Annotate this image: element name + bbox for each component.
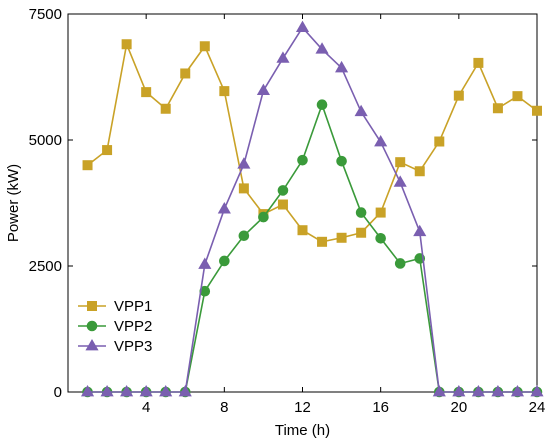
x-axis-title: Time (h) [275,422,330,439]
x-tick-label: 24 [529,399,546,416]
data-point-vpp1 [82,160,93,171]
series-vpp3 [80,20,544,397]
data-point-vpp1 [375,207,386,218]
data-point-vpp3 [335,60,349,73]
data-point-vpp1 [277,199,288,210]
legend-item-vpp2: VPP2 [78,318,152,335]
data-point-vpp1 [532,105,542,116]
series-line-vpp1 [87,41,538,243]
data-point-vpp1 [512,91,523,102]
legend-marker [85,338,99,351]
data-point-vpp3 [120,384,134,397]
data-point-vpp3 [80,384,95,397]
data-point-vpp1 [297,225,308,236]
series-vpp1 [82,39,542,247]
data-point-vpp1 [492,103,503,114]
data-point-vpp3 [256,83,270,96]
data-point-vpp1 [317,236,328,247]
data-point-vpp1 [336,232,347,243]
series-line-vpp3 [87,26,537,393]
data-point-vpp3 [139,384,153,397]
data-point-vpp1 [395,157,406,168]
y-axis-title: Power (kW) [5,164,22,242]
data-point-vpp1 [199,41,210,52]
data-point-vpp2 [238,230,250,242]
y-tick-label: 0 [54,384,62,401]
y-tick-label: 2500 [29,258,62,275]
data-point-vpp3 [295,20,310,33]
data-point-vpp3 [491,384,505,397]
data-point-vpp3 [452,384,466,397]
data-point-vpp3 [393,175,407,187]
data-point-vpp1 [180,68,191,79]
data-point-vpp1 [356,227,367,238]
data-point-vpp3 [374,135,388,147]
data-point-vpp2 [277,185,289,196]
legend-marker [86,320,98,332]
data-point-vpp2 [375,232,386,244]
data-point-vpp3 [354,104,368,117]
data-point-vpp2 [336,155,347,167]
data-point-vpp3 [178,384,192,397]
axis-ticks: 4 8 12 16 20 24 0 2500 5000 7500 [29,6,546,416]
series-line-vpp2 [87,102,537,393]
legend-label: VPP3 [114,338,152,355]
data-point-vpp3 [471,384,485,397]
data-point-vpp3 [432,384,446,397]
x-tick-label: 12 [294,399,311,416]
legend-label: VPP1 [114,298,152,315]
y-tick-label: 7500 [29,6,62,23]
legend: VPP1 VPP2 VPP3 [78,298,152,355]
x-tick-label: 4 [142,399,150,416]
data-point-vpp1 [121,39,132,50]
data-point-vpp2 [258,211,269,223]
data-point-vpp3 [159,384,173,397]
series-layer [80,20,544,398]
data-point-vpp1 [219,86,230,97]
data-point-vpp3 [276,51,290,63]
data-point-vpp2 [219,255,230,267]
data-point-vpp3 [510,384,525,397]
data-point-vpp3 [315,42,329,54]
data-point-vpp1 [434,136,445,147]
x-tick-label: 16 [372,399,389,416]
plot-frame [67,13,538,393]
legend-item-vpp3: VPP3 [78,338,152,355]
data-point-vpp1 [453,90,464,101]
legend-item-vpp1: VPP1 [78,298,152,315]
data-point-vpp1 [160,103,171,114]
y-tick-label: 5000 [29,132,62,149]
data-point-vpp3 [100,384,114,397]
data-point-vpp1 [473,57,484,68]
plot-border [67,13,538,393]
data-point-vpp3 [530,384,544,397]
data-point-vpp3 [217,202,231,214]
data-point-vpp2 [297,154,308,166]
x-tick-label: 8 [220,399,228,416]
data-point-vpp3 [413,224,427,237]
data-point-vpp3 [198,257,212,269]
data-point-vpp2 [355,207,367,218]
data-point-vpp1 [141,87,152,98]
legend-marker [87,301,97,311]
data-point-vpp1 [238,183,249,194]
data-point-vpp2 [394,258,406,269]
data-point-vpp3 [237,157,251,169]
data-point-vpp1 [414,166,425,177]
x-tick-label: 20 [450,399,467,416]
data-point-vpp2 [316,99,328,111]
data-point-vpp1 [102,145,113,156]
legend-label: VPP2 [114,318,152,335]
